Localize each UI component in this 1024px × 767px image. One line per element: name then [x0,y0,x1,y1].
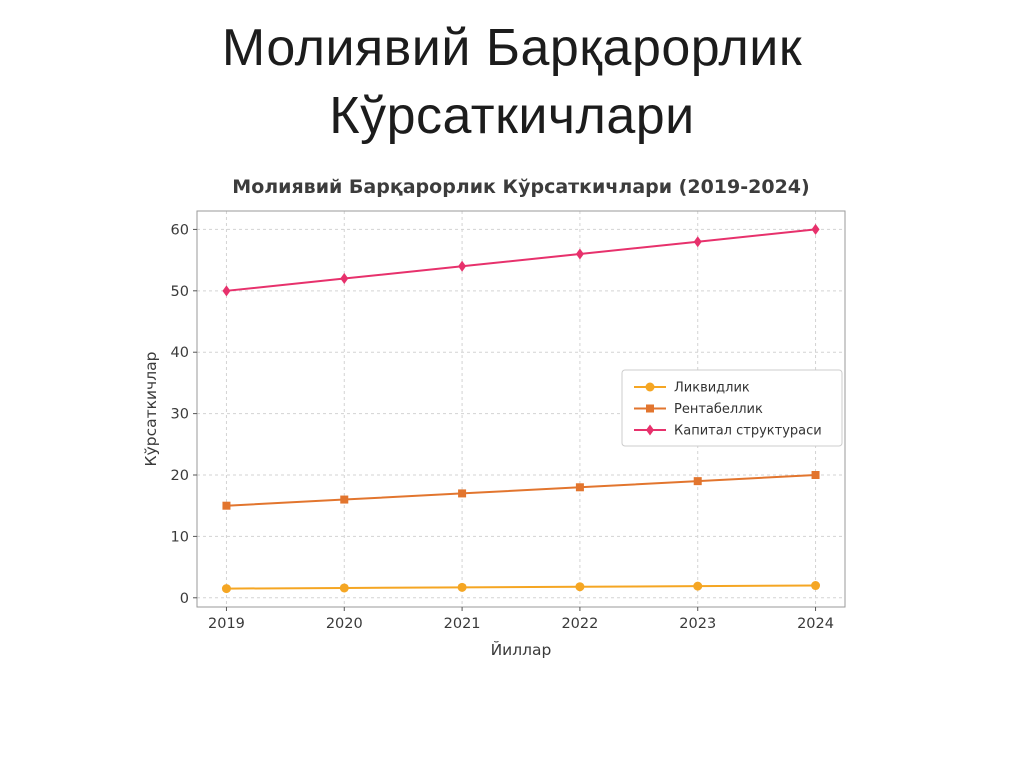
series-line-1 [221,581,821,594]
y-tick-label: 60 [171,222,189,238]
x-tick-label: 2019 [208,616,245,632]
diamond-marker [646,424,654,436]
tick-labels: 0 10 20 30 40 50 60 2019 2020 2021 2022 2023 2024 [171,222,834,632]
legend-label: Ликвидлик [674,381,750,396]
diamond-marker [222,285,231,297]
y-tick-label: 50 [171,284,189,300]
chart-title: Молиявий Барқарорлик Кўрсаткичлари (2019… [232,176,809,198]
legend-label: Рентабеллик [674,402,763,417]
y-tick-label: 30 [171,407,189,423]
square-marker [693,477,702,486]
plot-frame [196,210,846,608]
page-title-line1: Молиявий Барқарорлик [221,19,803,77]
x-tick-label: 2020 [326,616,363,632]
diamond-marker [458,260,467,272]
circle-marker [811,581,821,591]
chart-figure: 0 10 20 30 40 50 60 2019 2020 2021 2022 2023 2024 Йил… [142,163,872,668]
diamond-marker [340,273,349,285]
diamond-marker [693,236,702,248]
square-marker [458,489,467,498]
circle-marker [457,582,467,592]
legend: Ликвидлик Рентабеллик Капитал структураси [621,369,843,447]
square-marker [222,501,231,510]
square-marker [646,404,654,413]
y-axis-label: Кўрсаткичлар [142,352,160,467]
circle-marker [693,581,703,591]
legend-label: Капитал структураси [674,424,822,439]
x-tick-label: 2022 [561,616,598,632]
circle-marker [221,584,231,594]
series-line-3 [222,223,820,297]
circle-marker [575,582,585,592]
diamond-marker [811,223,820,235]
y-tick-label: 20 [171,468,189,484]
page-title-line2: Кўрсаткичлари [329,87,695,145]
square-marker [811,471,820,479]
page-title: Молиявий Барқарорлик Кўрсаткичлари [0,0,1024,160]
y-tick-label: 10 [171,529,189,545]
legend-box [621,369,843,447]
square-marker [340,495,349,504]
x-tick-label: 2021 [444,616,481,632]
x-axis-label: Йиллар [491,640,552,659]
series-line-2 [222,471,820,510]
x-tick-label: 2024 [797,616,834,632]
circle-marker [645,382,655,392]
x-tick-label: 2023 [679,616,716,632]
square-marker [575,483,584,492]
circle-marker [339,583,349,593]
line-chart: 0 10 20 30 40 50 60 2019 2020 2021 2022 2023 2024 Йил… [142,176,846,659]
y-tick-label: 0 [180,591,189,607]
axis-ticks [193,228,817,611]
diamond-marker [575,248,584,260]
y-tick-label: 40 [171,345,189,361]
